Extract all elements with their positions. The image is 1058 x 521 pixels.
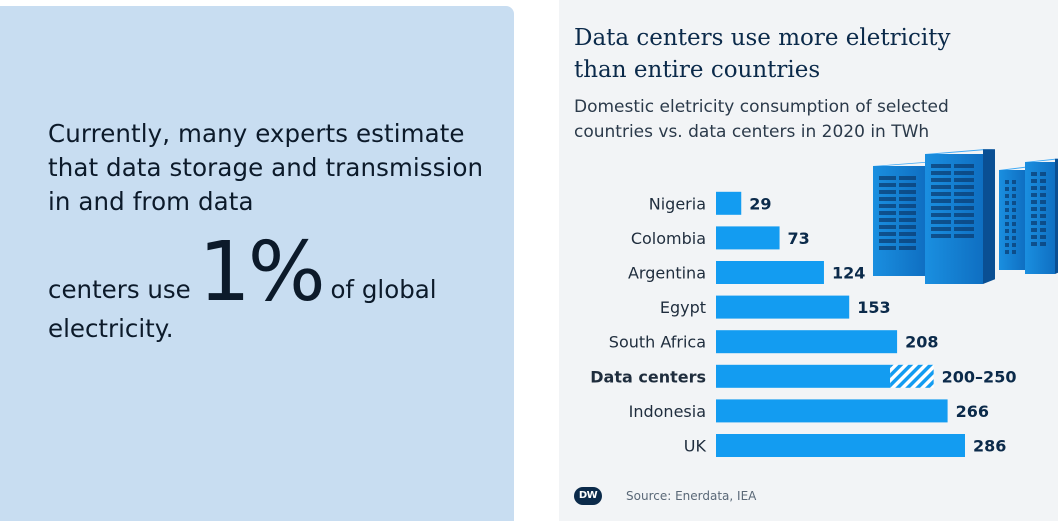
server-racks-illustration (873, 149, 1058, 284)
intro-text: Currently, many experts estimate that da… (48, 119, 484, 216)
bar (716, 434, 965, 457)
value-label: 73 (788, 229, 810, 248)
value-label: 208 (905, 333, 938, 352)
category-label: Argentina (628, 264, 706, 283)
category-label: Data centers (590, 367, 706, 386)
value-label: 286 (973, 437, 1006, 456)
stat-prefix: centers use (48, 275, 191, 304)
stat-line: centers use 1% of global (48, 225, 437, 320)
source-row: DW Source: Enerdata, IEA (574, 487, 756, 505)
server-rack-icon (1025, 158, 1058, 274)
category-label: Indonesia (629, 402, 706, 421)
stat-suffix: of global (330, 275, 437, 304)
category-label: Nigeria (649, 194, 706, 213)
stat-value: 1% (198, 225, 326, 320)
bar (716, 330, 898, 354)
server-rack-icon (925, 149, 995, 284)
bar (716, 226, 780, 250)
bar (716, 364, 891, 388)
category-label: Egypt (660, 298, 706, 317)
bar (716, 261, 824, 284)
bars-group: Nigeria 29 Colombia 73 Argentina 124 Egypt 153 S… (590, 191, 1017, 457)
category-label: South Africa (609, 333, 706, 352)
dw-logo: DW (574, 487, 602, 505)
value-label: 200–250 (942, 367, 1017, 386)
chart-title: Data centers use more eletricity than en… (574, 25, 951, 83)
bar-chart: Nigeria 29 Colombia 73 Argentina 124 Egypt 153 S… (590, 149, 1058, 457)
value-label: 266 (956, 402, 989, 421)
value-label: 29 (749, 194, 771, 213)
source-text: Source: Enerdata, IEA (626, 489, 757, 503)
category-label: UK (684, 437, 707, 456)
range-bar (890, 364, 934, 388)
bar (716, 295, 850, 319)
intro-panel (0, 6, 514, 521)
value-label: 124 (832, 264, 865, 283)
stat-end: electricity. (48, 314, 174, 343)
bar (716, 399, 948, 423)
value-label: 153 (857, 298, 890, 317)
bar (716, 191, 742, 215)
category-label: Colombia (631, 229, 706, 248)
chart-subtitle: Domestic eletricity consumption of selec… (574, 97, 949, 142)
